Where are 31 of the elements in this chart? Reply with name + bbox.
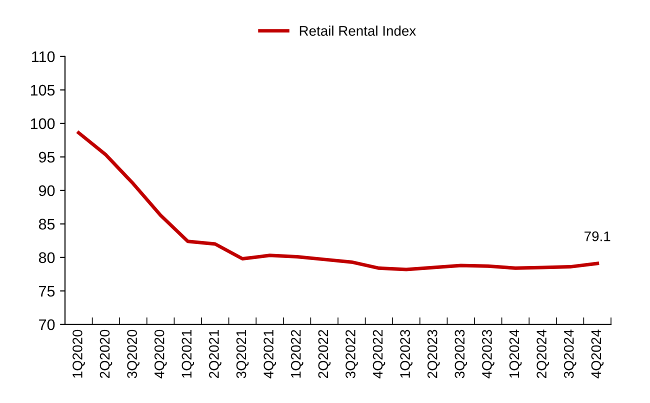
annotation: 79.1 xyxy=(584,231,610,242)
y-tick-label: 90 xyxy=(39,185,55,196)
x-tick-label: 1Q2022 xyxy=(290,330,304,378)
x-tick-label: 1Q2023 xyxy=(400,330,412,378)
y-tick-label: 100 xyxy=(30,118,55,130)
x-tick-label: 3Q2022 xyxy=(346,330,358,378)
legend-label: Retail Rental Index xyxy=(300,26,416,36)
x-tick-label: 2Q2023 xyxy=(427,330,440,378)
y-tick-label: 75 xyxy=(39,286,55,297)
x-tick-label: 3Q2023 xyxy=(454,330,468,378)
x-tick-label: 2Q2024 xyxy=(536,330,549,378)
y-tick-label: 105 xyxy=(30,84,55,96)
y-tick-label: 95 xyxy=(39,152,55,163)
y-tick-label: 80 xyxy=(38,252,55,264)
y-tick-label: 85 xyxy=(38,218,55,230)
x-tick-label: 2Q2021 xyxy=(209,330,222,378)
x-tick-label: 2Q2020 xyxy=(100,330,112,378)
x-tick-label: 1Q2020 xyxy=(72,330,85,378)
x-tick-label: 4Q2021 xyxy=(264,330,276,378)
x-tick-label: 1Q2024 xyxy=(509,330,522,378)
x-tick-label: 4Q2024 xyxy=(591,330,604,378)
x-tick-label: 4Q2023 xyxy=(482,330,494,378)
x-tick-label: 4Q2020 xyxy=(154,330,167,378)
y-tick-label: 110 xyxy=(32,51,55,62)
x-tick-label: 3Q2020 xyxy=(127,330,140,378)
x-tick-label: 2Q2022 xyxy=(318,330,331,378)
x-tick-label: 1Q2021 xyxy=(182,330,194,378)
y-tick-label: 70 xyxy=(39,319,55,330)
x-tick-label: 4Q2022 xyxy=(372,330,386,378)
x-tick-label: 3Q2024 xyxy=(564,330,576,378)
x-tick-label: 3Q2021 xyxy=(236,330,249,378)
